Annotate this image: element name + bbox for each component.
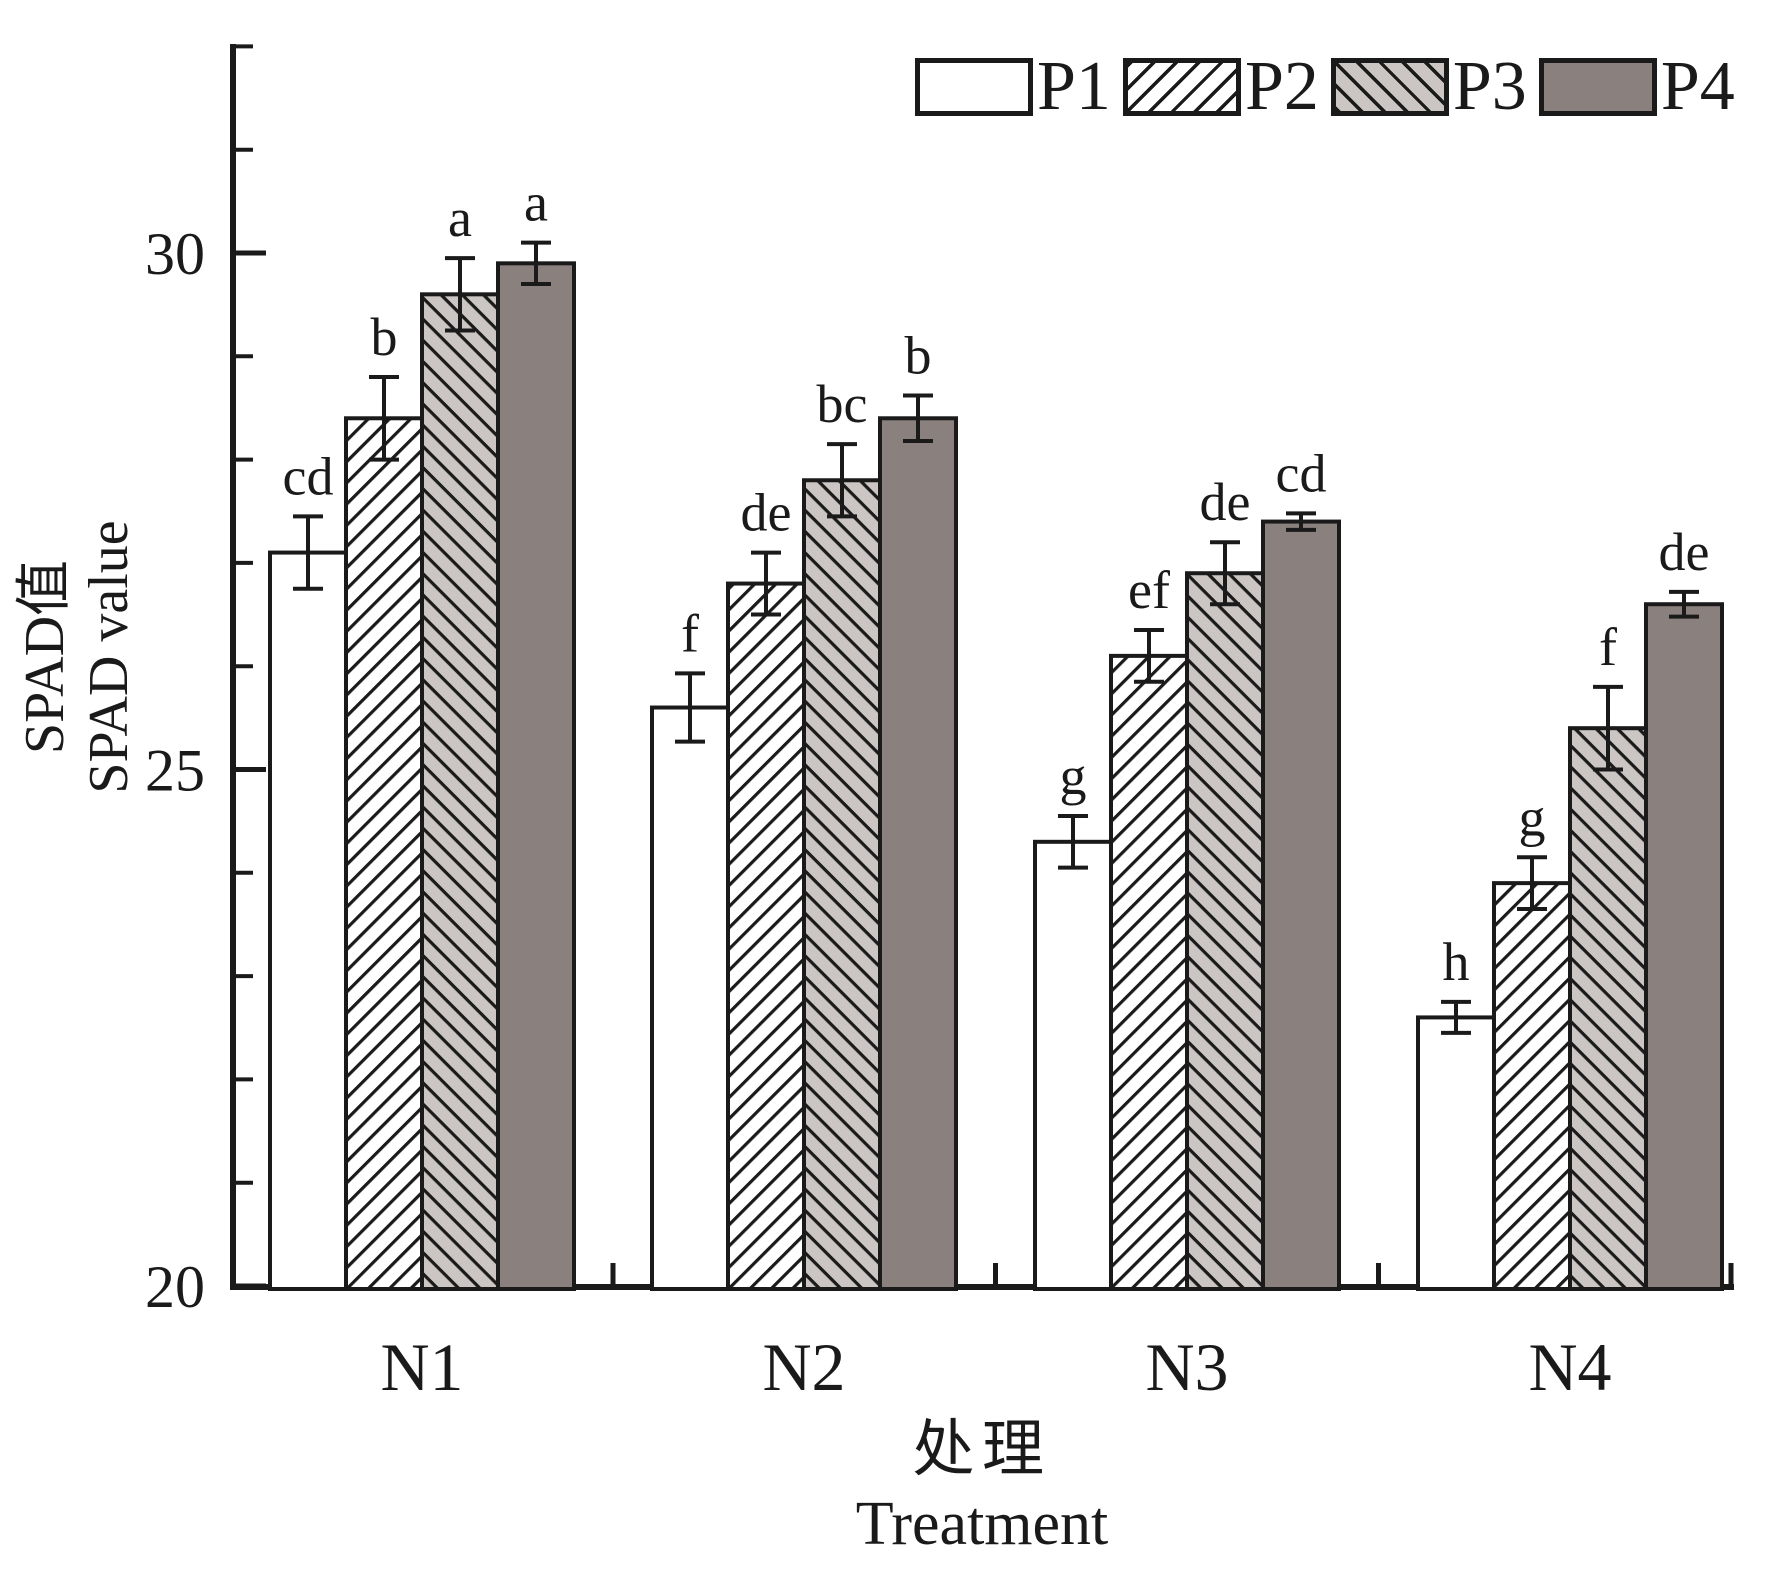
bar-P1-N1	[268, 550, 348, 1291]
bar-P4-N4	[1644, 602, 1724, 1291]
bar-P4-N2	[878, 416, 958, 1291]
bar-P1-N2	[650, 705, 730, 1291]
sig-letter-P2-N4: g	[1519, 787, 1546, 847]
bar-P3-N4	[1568, 726, 1648, 1291]
bar-P1-N4	[1416, 1015, 1496, 1291]
sig-letter-P1-N2: f	[681, 603, 699, 663]
bar-P3-N3	[1185, 571, 1265, 1291]
sig-letter-P4-N3: cd	[1276, 443, 1327, 503]
x-axis-title-line1: 处理	[912, 1416, 1052, 1484]
y-tick-label: 25	[145, 738, 205, 804]
legend-label-p3: P3	[1452, 48, 1527, 125]
sig-letter-P2-N3: ef	[1128, 560, 1170, 620]
sig-letter-P2-N2: de	[741, 483, 792, 543]
legend-label-p2: P2	[1244, 48, 1319, 125]
x-axis-title: 处理 Treatment	[682, 1412, 1282, 1560]
legend-swatch-p2	[1122, 58, 1241, 116]
legend-swatch-p4	[1538, 58, 1657, 116]
legend-swatch-p1	[915, 58, 1033, 116]
y-axis-title-line2: SPAD value	[78, 520, 140, 794]
sig-letter-P4-N1: a	[524, 173, 548, 233]
x-tick-label-N4: N4	[1528, 1329, 1611, 1405]
sig-letter-P1-N4: h	[1443, 932, 1470, 992]
sig-letter-P3-N1: a	[448, 188, 472, 248]
bar-P4-N3	[1261, 519, 1341, 1291]
sig-letter-P4-N2: b	[905, 326, 932, 386]
sig-letter-P1-N3: g	[1060, 746, 1087, 806]
bar-P2-N3	[1109, 653, 1189, 1291]
sig-letter-P1-N1: cd	[283, 446, 334, 506]
bar-P4-N1	[496, 261, 576, 1292]
x-axis-title-line2: Treatment	[855, 1490, 1109, 1558]
y-tick-label: 30	[145, 221, 205, 287]
bar-P2-N1	[344, 416, 424, 1291]
bar-P2-N4	[1492, 881, 1572, 1291]
x-tick-label-N3: N3	[1145, 1329, 1228, 1405]
legend-swatch-p3	[1330, 58, 1449, 116]
legend: P1 P2 P3 P4	[915, 48, 1747, 125]
bar-P1-N3	[1033, 839, 1113, 1291]
x-tick-label-N1: N1	[380, 1329, 463, 1405]
legend-label-p1: P1	[1037, 48, 1111, 125]
sig-letter-P4-N4: de	[1659, 522, 1710, 582]
y-tick-label: 20	[145, 1254, 205, 1320]
y-axis-title: SPAD值 SPAD value	[13, 357, 143, 957]
y-axis-title-line1: SPAD值	[14, 559, 76, 755]
sig-letter-P3-N4: f	[1599, 617, 1617, 677]
sig-letter-P3-N3: de	[1200, 472, 1251, 532]
x-tick-label-N2: N2	[762, 1329, 845, 1405]
bar-P2-N2	[726, 581, 806, 1291]
bar-P3-N1	[420, 292, 500, 1291]
bar-P3-N2	[802, 478, 882, 1291]
sig-letter-P3-N2: bc	[817, 374, 868, 434]
sig-letter-P2-N1: b	[371, 307, 398, 367]
legend-label-p4: P4	[1660, 48, 1735, 125]
